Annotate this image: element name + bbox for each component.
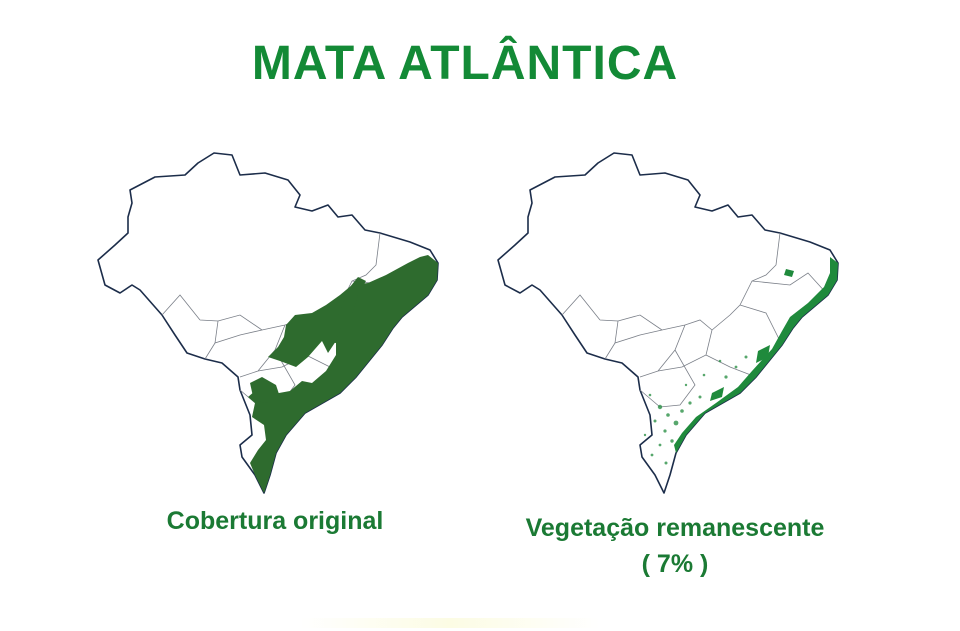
remaining-scattered-fragments — [643, 355, 748, 465]
remaining-fragment — [710, 387, 724, 401]
brazil-map-remaining-vegetation — [497, 152, 839, 494]
atlantic-forest-inland-strip — [322, 277, 366, 353]
faint-bottom-artifact — [300, 618, 600, 628]
state-borders — [561, 232, 829, 408]
remaining-fragment — [784, 269, 794, 277]
caption-remaining-label: Vegetação remanescente — [525, 514, 825, 542]
atlantic-forest-remaining-strip — [674, 257, 838, 453]
atlantic-forest-southwest-patch — [250, 377, 280, 403]
caption-original-coverage: Cobertura original — [166, 507, 384, 535]
brazil-map-original-coverage — [97, 152, 439, 494]
caption-remaining-vegetation: Vegetação remanescente ( 7% ) — [470, 510, 880, 582]
remaining-fragment — [756, 345, 770, 363]
page-title: MATA ATLÂNTICA — [251, 37, 679, 90]
atlantic-forest-original-area — [248, 255, 438, 493]
caption-remaining-percent: ( 7% ) — [641, 550, 709, 578]
